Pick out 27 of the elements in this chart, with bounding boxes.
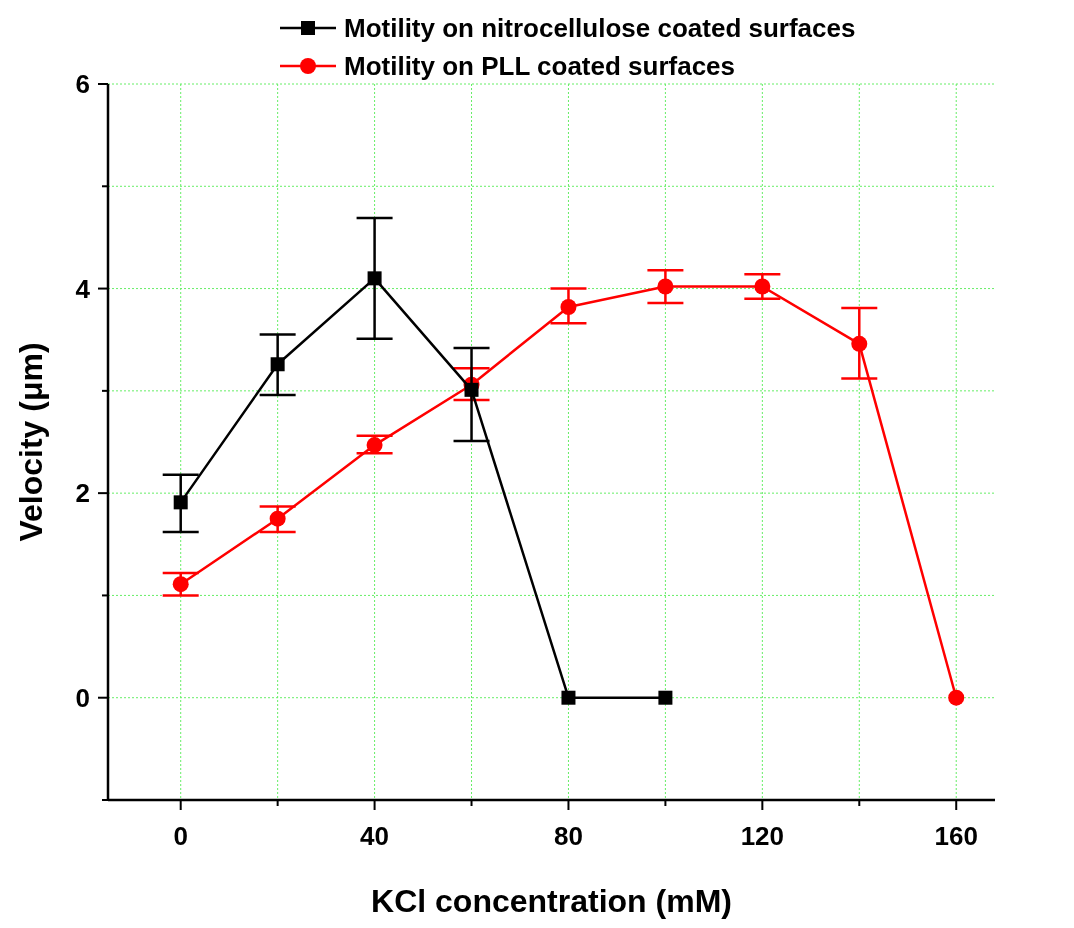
legend-label: Motility on PLL coated surfaces — [344, 51, 736, 82]
legend-label: Motility on nitrocellulose coated surfaces — [344, 13, 856, 44]
y-tick-label: 2 — [75, 478, 90, 509]
x-tick-label: 40 — [360, 821, 390, 851]
point — [948, 689, 965, 706]
y-tick-label: 0 — [75, 682, 90, 713]
point — [270, 357, 285, 372]
x-tick-label: 0 — [173, 821, 188, 851]
y-axis-title: Velocity (μm) — [13, 342, 49, 542]
point — [851, 335, 868, 352]
point — [366, 437, 383, 454]
point — [560, 298, 577, 315]
point — [464, 382, 479, 397]
point — [754, 278, 771, 295]
point — [172, 576, 189, 593]
x-tick-label: 120 — [740, 821, 785, 851]
point — [658, 690, 673, 705]
point — [561, 690, 576, 705]
y-tick-label: 6 — [75, 69, 90, 100]
point — [657, 278, 674, 295]
point — [367, 271, 382, 286]
y-tick-label: 4 — [75, 273, 91, 304]
x-tick-label: 80 — [554, 821, 583, 851]
x-axis-title: KCl concentration (mM) — [371, 883, 732, 919]
x-tick-label: 160 — [934, 821, 978, 851]
point — [269, 510, 286, 527]
point — [173, 495, 188, 510]
